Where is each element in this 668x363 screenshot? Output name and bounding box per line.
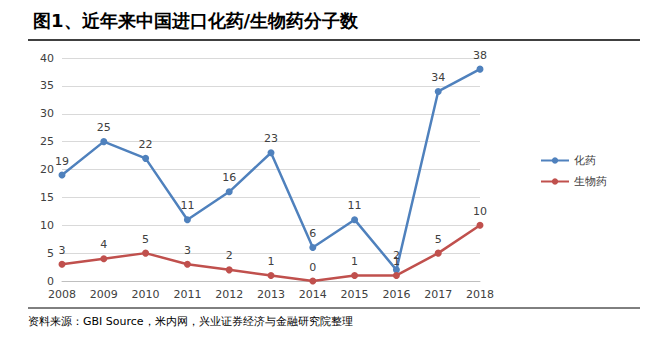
svg-text:0: 0 xyxy=(309,261,316,274)
svg-text:2009: 2009 xyxy=(90,288,118,301)
svg-text:25: 25 xyxy=(40,135,54,148)
svg-text:1: 1 xyxy=(393,255,400,268)
svg-text:图1、近年来中国进口化药/生物药分子数: 图1、近年来中国进口化药/生物药分子数 xyxy=(33,10,359,31)
svg-text:23: 23 xyxy=(264,132,278,145)
svg-text:5: 5 xyxy=(435,233,442,246)
svg-text:2016: 2016 xyxy=(382,288,410,301)
svg-text:38: 38 xyxy=(473,49,487,62)
svg-text:15: 15 xyxy=(40,191,54,204)
svg-text:1: 1 xyxy=(268,255,275,268)
svg-text:35: 35 xyxy=(40,79,54,92)
svg-text:11: 11 xyxy=(180,199,194,212)
svg-text:2017: 2017 xyxy=(424,288,452,301)
svg-text:19: 19 xyxy=(55,155,69,168)
svg-text:16: 16 xyxy=(222,171,236,184)
svg-text:2008: 2008 xyxy=(48,288,76,301)
svg-text:2011: 2011 xyxy=(173,288,201,301)
svg-text:2012: 2012 xyxy=(215,288,243,301)
svg-text:2018: 2018 xyxy=(466,288,494,301)
svg-text:22: 22 xyxy=(139,138,153,151)
svg-text:2: 2 xyxy=(226,249,233,262)
svg-text:2014: 2014 xyxy=(299,288,327,301)
svg-text:3: 3 xyxy=(59,244,66,257)
svg-text:20: 20 xyxy=(40,163,54,176)
svg-text:5: 5 xyxy=(47,247,54,260)
svg-text:2013: 2013 xyxy=(257,288,285,301)
svg-text:10: 10 xyxy=(40,219,54,232)
svg-text:2015: 2015 xyxy=(341,288,369,301)
svg-text:4: 4 xyxy=(100,238,107,251)
svg-text:25: 25 xyxy=(97,121,111,134)
svg-text:30: 30 xyxy=(40,107,54,120)
svg-text:10: 10 xyxy=(473,205,487,218)
svg-text:0: 0 xyxy=(47,275,54,288)
svg-text:40: 40 xyxy=(40,52,54,65)
svg-text:3: 3 xyxy=(184,244,191,257)
svg-text:11: 11 xyxy=(348,199,362,212)
svg-text:化药: 化药 xyxy=(574,154,596,167)
svg-text:5: 5 xyxy=(142,233,149,246)
svg-text:6: 6 xyxy=(309,227,316,240)
svg-text:1: 1 xyxy=(351,255,358,268)
svg-text:2010: 2010 xyxy=(132,288,160,301)
svg-text:生物药: 生物药 xyxy=(574,175,607,188)
svg-text:资料来源：GBI Source，米内网，兴业证券经济与金融研: 资料来源：GBI Source，米内网，兴业证券经济与金融研究院整理 xyxy=(28,315,353,328)
svg-text:34: 34 xyxy=(431,71,445,84)
